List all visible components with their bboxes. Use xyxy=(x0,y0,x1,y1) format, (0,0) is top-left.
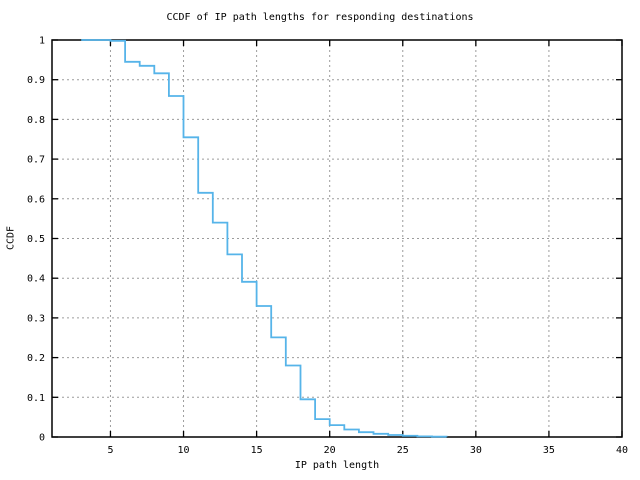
x-tick-label: 10 xyxy=(178,445,190,456)
y-tick-label: 1 xyxy=(39,36,45,47)
ccdf-step-line xyxy=(81,39,448,438)
y-tick-label: 0.4 xyxy=(27,274,45,285)
x-axis-label: IP path length xyxy=(294,460,380,471)
x-tick-label: 30 xyxy=(470,445,482,456)
y-tick-label: 0.2 xyxy=(27,353,45,364)
y-tick-label: 0.1 xyxy=(27,393,45,404)
x-tick-label: 5 xyxy=(107,445,113,456)
y-tick-label: 0.9 xyxy=(27,75,45,86)
x-tick-label: 25 xyxy=(397,445,409,456)
y-tick-label: 0.5 xyxy=(27,234,45,245)
y-tick-label: 0.8 xyxy=(27,115,45,126)
y-tick-label: 0 xyxy=(39,433,45,444)
y-tick-label: 0.3 xyxy=(27,313,45,324)
x-tick-label: 20 xyxy=(324,445,336,456)
y-tick-label: 0.7 xyxy=(27,155,45,166)
x-tick-label: 15 xyxy=(251,445,263,456)
y-tick-label: 0.6 xyxy=(27,194,45,205)
x-tick-label: 35 xyxy=(543,445,555,456)
chart-title: CCDF of IP path lengths for responding d… xyxy=(166,12,474,23)
x-tick-label: 40 xyxy=(616,445,628,456)
